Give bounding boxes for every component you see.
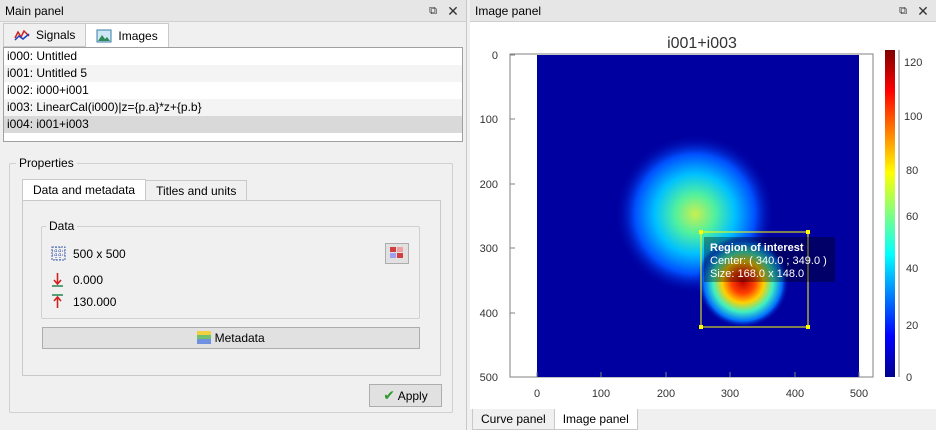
roi-handle[interactable] (806, 325, 810, 329)
signals-icon (14, 29, 30, 41)
main-panel-titlebar: Main panel ⧉ ✕ (0, 0, 466, 22)
min-row: 0.000 (51, 272, 103, 287)
properties-group (9, 163, 453, 413)
min-arrow-icon (52, 273, 63, 287)
y-ticks (510, 54, 515, 378)
close-icon[interactable]: ✕ (917, 3, 929, 19)
colorbar-tick-label: 20 (906, 320, 918, 332)
object-list[interactable]: i000: Untitled i001: Untitled 5 i002: i0… (3, 47, 463, 142)
y-tick-label: 300 (480, 243, 498, 255)
y-tick-label: 100 (480, 114, 498, 126)
colorbar (885, 50, 895, 377)
min-value: 0.000 (73, 272, 104, 287)
properties-tabs: Data and metadata Titles and units (22, 179, 248, 201)
tab-image-panel[interactable]: Image panel (553, 409, 638, 430)
data-group (41, 226, 420, 319)
main-tabs: Signals Images (3, 23, 169, 48)
tab-image-panel-label: Image panel (562, 412, 629, 426)
image-plot-area[interactable]: i001+i003 Region of interest Center: ( 3… (470, 22, 936, 409)
list-item[interactable]: i003: LinearCal(i000)|z={p.a}*z+{p.b} (4, 99, 462, 116)
apply-button-label: Apply (397, 389, 428, 403)
data-group-title: Data (46, 219, 78, 233)
roi-label-box (704, 237, 835, 282)
metadata-button-label: Metadata (214, 331, 265, 345)
size-value: 500 x 500 (73, 246, 126, 261)
max-arrow-icon (52, 294, 63, 308)
x-tick-label: 200 (657, 388, 675, 400)
max-row: 130.000 (51, 294, 116, 309)
colorbar-tick-label: 80 (906, 165, 918, 177)
metadata-button[interactable]: Metadata (42, 327, 420, 349)
properties-title: Properties (16, 156, 77, 170)
colorbar-tick-label: 100 (904, 111, 922, 123)
apply-button[interactable]: ✔ Apply (369, 384, 442, 407)
y-tick-label: 200 (480, 179, 498, 191)
images-icon (96, 29, 112, 42)
size-row: 500 x 500 (51, 246, 126, 261)
plot-title: i001+i003 (667, 35, 737, 52)
x-tick-label: 400 (786, 388, 804, 400)
colorbar-tick-label: 40 (906, 263, 918, 275)
roi-handle[interactable] (699, 325, 703, 329)
colorbar-tick-label: 0 (906, 372, 912, 384)
max-value: 130.000 (73, 294, 117, 309)
panel-tabs: Curve panel Image panel (472, 409, 638, 430)
tab-images-label: Images (118, 28, 158, 43)
colorbar-tick-label: 60 (906, 211, 918, 223)
list-item[interactable]: i000: Untitled (7, 49, 78, 63)
float-icon[interactable]: ⧉ (899, 5, 907, 17)
close-icon[interactable]: ✕ (447, 3, 459, 19)
x-tick-label: 300 (721, 388, 739, 400)
tab-titles-and-units-label: Titles and units (156, 183, 237, 198)
roi-rectangle[interactable] (700, 231, 809, 328)
tab-curve-panel-label: Curve panel (481, 412, 546, 426)
grid-size-icon (51, 246, 66, 261)
check-icon: ✔ (383, 387, 396, 403)
image-panel-title: Image panel (475, 4, 542, 18)
float-icon[interactable]: ⧉ (429, 5, 437, 17)
tab-signals-label: Signals (36, 28, 76, 42)
roi-label-title: Region of interest (710, 242, 804, 254)
dock-splitter[interactable] (466, 0, 467, 430)
y-tick-label: 0 (492, 50, 498, 62)
roi-handle[interactable] (699, 230, 703, 234)
y-tick-label: 500 (480, 372, 498, 384)
main-panel-title: Main panel (5, 4, 64, 18)
image-blob-hot (697, 236, 789, 328)
list-item[interactable]: i001: Untitled 5 (4, 65, 462, 82)
colorbar-tick-label: 120 (904, 57, 922, 69)
tab-signals[interactable]: Signals (3, 23, 87, 47)
tab-curve-panel[interactable]: Curve panel (472, 409, 555, 430)
roi-handle[interactable] (806, 230, 810, 234)
tab-images[interactable]: Images (85, 23, 169, 48)
list-item[interactable]: i002: i000+i001 (7, 83, 89, 97)
y-tick-label: 400 (480, 308, 498, 320)
x-tick-label: 0 (534, 388, 540, 400)
image-panel-titlebar: Image panel ⧉ ✕ (470, 0, 936, 22)
x-tick-label: 500 (850, 388, 868, 400)
colormap-icon (390, 247, 403, 258)
roi-label-center: Center: ( 340.0 ; 349.0 ) (710, 255, 827, 267)
image-plot[interactable]: i001+i003 Region of interest Center: ( 3… (470, 22, 936, 409)
tab-data-and-metadata[interactable]: Data and metadata (22, 179, 147, 201)
color-map-button[interactable] (385, 243, 409, 264)
tab-titles-and-units[interactable]: Titles and units (145, 180, 248, 201)
x-tick-label: 100 (592, 388, 610, 400)
list-item-selected[interactable]: i004: i001+i003 (4, 116, 462, 133)
x-ticks (536, 372, 860, 377)
tab-data-and-metadata-label: Data and metadata (33, 183, 136, 197)
roi-label-size: Size: 168.0 x 148.0 (710, 268, 804, 280)
metadata-icon (197, 331, 212, 344)
